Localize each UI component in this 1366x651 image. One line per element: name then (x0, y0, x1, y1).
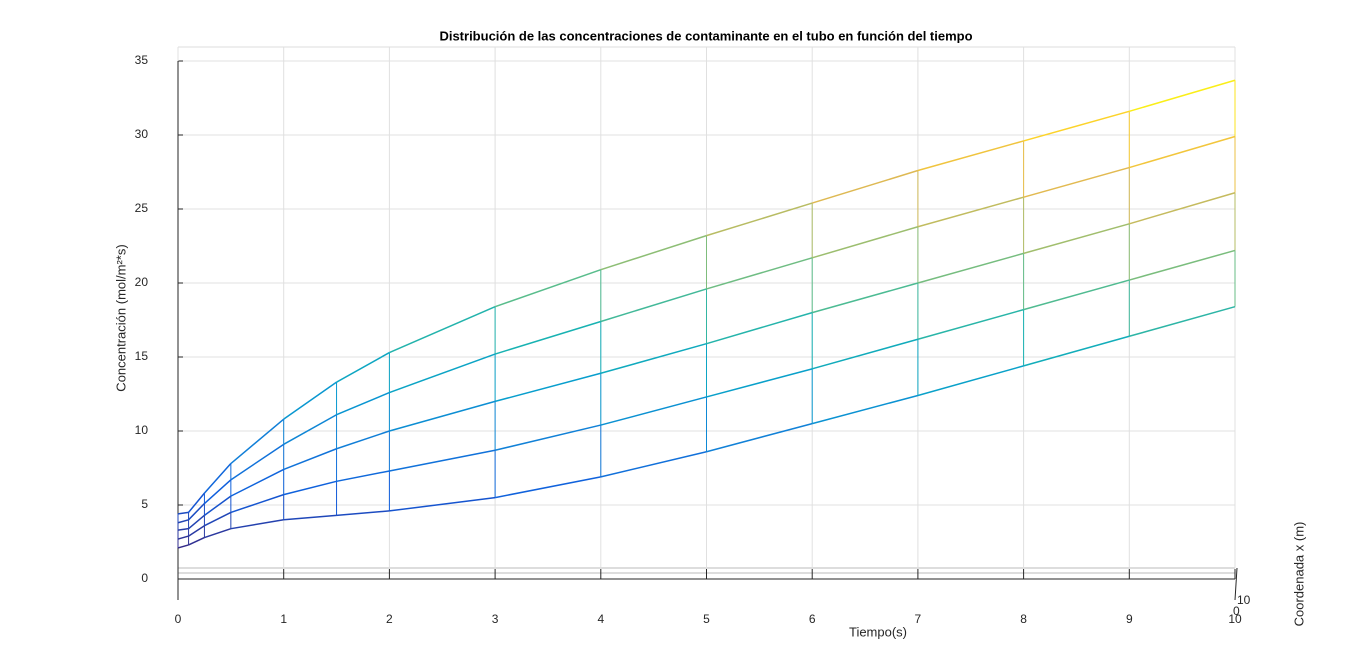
x-tick-label: 9 (1126, 612, 1133, 626)
x-tick-label: 1 (280, 612, 287, 626)
mesh-line (600, 450, 707, 478)
mesh-line (706, 311, 813, 345)
mesh-line (203, 495, 232, 516)
mesh-line (230, 443, 285, 481)
mesh-line (1023, 279, 1130, 311)
mesh-line (1129, 135, 1236, 169)
mesh-line (1129, 192, 1236, 225)
mesh-line (188, 514, 205, 530)
mesh-line (494, 372, 601, 403)
depth-tick-label: 10 (1237, 593, 1251, 607)
y-tick-label: 10 (135, 423, 149, 437)
x-tick-label: 4 (597, 612, 604, 626)
y-tick-label: 5 (141, 497, 148, 511)
x-axis-label: Tiempo(s) (849, 624, 907, 639)
mesh-line (917, 365, 1024, 397)
mesh-line (203, 463, 232, 494)
x-tick-label: 2 (386, 612, 393, 626)
depth-axis (1234, 567, 1238, 601)
mesh-line (188, 536, 205, 546)
y-tick-label: 0 (141, 571, 148, 585)
mesh-line (230, 519, 284, 530)
y-tick-label: 20 (135, 275, 149, 289)
mesh-line (811, 282, 919, 314)
mesh-line (812, 394, 919, 425)
mesh-line (1129, 305, 1236, 338)
mesh-line (1023, 166, 1130, 198)
x-tick-label: 6 (809, 612, 816, 626)
mesh-line (917, 308, 1024, 340)
x-tick-label: 10 (1228, 612, 1242, 626)
mesh-line (177, 519, 189, 524)
y-tick-label: 30 (135, 127, 149, 141)
mesh-line (811, 338, 919, 370)
mesh-line (494, 424, 601, 451)
y-tick-label: 25 (135, 201, 149, 215)
mesh-line (203, 479, 232, 505)
mesh-line (600, 396, 707, 426)
x-tick-label: 5 (703, 612, 710, 626)
mesh-line (494, 476, 601, 499)
mesh-line (230, 493, 284, 514)
mesh-line (336, 510, 390, 517)
mesh-line (204, 527, 232, 539)
mesh-line (177, 527, 189, 531)
mesh-line (389, 353, 496, 394)
mesh-line (706, 422, 813, 453)
y-tick-label: 15 (135, 349, 149, 363)
mesh-line (494, 268, 602, 308)
mesh-line (1129, 79, 1236, 113)
mesh-line (600, 288, 707, 323)
mesh-line (230, 468, 285, 497)
mesh-line (1023, 110, 1130, 142)
mesh-line (389, 305, 496, 354)
mesh-line (917, 140, 1024, 172)
mesh-line (1023, 223, 1130, 255)
y-axis-label: Concentración (mol/m²*s) (113, 244, 128, 391)
mesh-line (188, 502, 205, 521)
mesh-line (706, 368, 813, 398)
x-tick-label: 8 (1020, 612, 1027, 626)
chart-title: Distribución de las concentraciones de c… (439, 28, 972, 43)
mesh-line (336, 351, 390, 383)
mesh-line (177, 535, 189, 540)
mesh-line (494, 320, 602, 355)
mesh-line (811, 226, 919, 259)
mesh-line (188, 525, 205, 537)
mesh-line (336, 430, 390, 450)
mesh-line (204, 511, 232, 527)
mesh-line (917, 252, 1024, 284)
mesh-line (389, 496, 496, 512)
mesh-line (336, 391, 390, 416)
mesh-line (389, 449, 496, 472)
x-tick-label: 7 (915, 612, 922, 626)
mesh-line (1129, 249, 1236, 281)
mesh-line (389, 400, 496, 432)
mesh-line (1023, 335, 1130, 367)
z-axis-label: Coordenada x (m) (1291, 522, 1306, 627)
mesh-line (706, 202, 813, 237)
mesh-line (177, 511, 189, 515)
mesh-line (336, 470, 390, 483)
mesh-line (600, 234, 707, 271)
mesh-line (283, 448, 337, 471)
mesh-line (177, 544, 189, 549)
mesh-line (283, 514, 337, 521)
mesh-line (187, 492, 206, 513)
mesh-line (811, 169, 919, 204)
x-tick-label: 3 (492, 612, 499, 626)
mesh-line (600, 342, 707, 375)
mesh-line (230, 418, 285, 465)
mesh-line (283, 480, 337, 496)
mesh-line (706, 257, 813, 290)
x-tick-label: 0 (175, 612, 182, 626)
depth-tick-label: 0 (1233, 604, 1240, 618)
mesh-line (283, 381, 337, 420)
mesh-line (917, 196, 1024, 228)
y-tick-label: 35 (135, 53, 149, 67)
mesh-line (283, 414, 337, 445)
